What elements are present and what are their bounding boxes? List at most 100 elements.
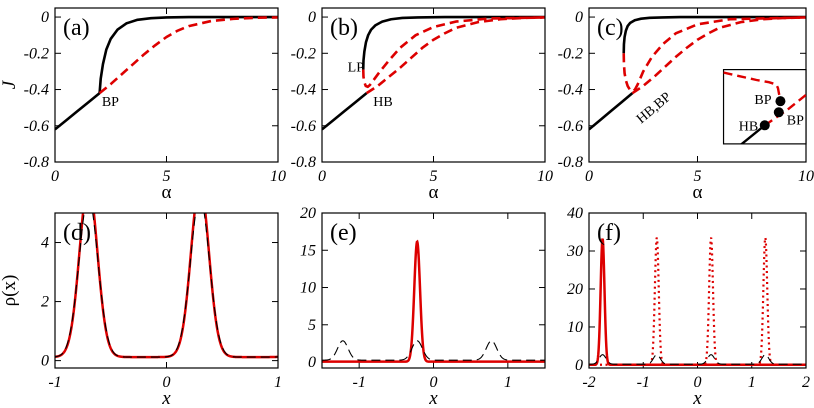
- profile-line-1: [589, 238, 806, 367]
- y-tick-label: -0.4: [558, 82, 583, 99]
- y-tick-label: -0.8: [291, 154, 316, 171]
- inset-plot: [723, 71, 806, 144]
- x-tick-label: 5: [163, 168, 171, 185]
- y-tick-label: 15: [300, 242, 316, 259]
- y-tick-label: 30: [566, 243, 583, 260]
- y-tick-label: 0: [308, 9, 316, 26]
- x-axis-label: α: [429, 182, 439, 203]
- series-line-3: [622, 16, 806, 93]
- inset-point-label: HB: [739, 119, 758, 134]
- y-tick-label: 4: [41, 235, 49, 252]
- y-tick-label: 0: [41, 9, 49, 26]
- series-line-2: [361, 15, 545, 70]
- y-tick-label: 0: [41, 353, 49, 370]
- y-tick-label: 40: [567, 205, 583, 222]
- inset-red-upper: [723, 71, 782, 102]
- plot-area: [589, 237, 806, 367]
- chart-panel-4: -1 0 1 0 2 4 (d) x ρ(x): [0, 212, 282, 408]
- plot-area: [322, 239, 545, 363]
- annotation-label: HB: [373, 95, 392, 110]
- series-line-3: [361, 16, 545, 89]
- y-tick-label: 20: [300, 205, 316, 222]
- inset-point: [775, 96, 786, 107]
- x-tick-label: -2: [582, 374, 595, 391]
- series-line-1: [55, 92, 101, 131]
- x-axis-label: α: [162, 182, 172, 203]
- x-tick-label: 0: [585, 168, 593, 185]
- y-tick-label: 0: [308, 354, 316, 371]
- inset-point-label: BP: [787, 113, 804, 128]
- y-tick-label: -0.2: [558, 45, 583, 62]
- y-tick-label: -0.4: [24, 82, 49, 99]
- profile-line-1: [322, 239, 545, 363]
- x-axis-label: α: [693, 182, 703, 203]
- y-tick-label: -0.6: [558, 118, 583, 135]
- profile-line-2: [589, 237, 806, 366]
- annotation-label: LP: [348, 60, 365, 75]
- inset: HB BP BP: [722, 68, 807, 145]
- x-tick-label: 10: [798, 168, 814, 185]
- y-tick-label: 5: [308, 317, 316, 334]
- y-tick-label: -0.2: [291, 45, 316, 62]
- x-tick-label: 0: [694, 374, 702, 391]
- panel-label: (f): [597, 220, 621, 246]
- y-tick-label: 2: [41, 294, 49, 311]
- series-line-4: [365, 16, 545, 95]
- series-line-1: [589, 92, 634, 131]
- y-tick-label: 10: [300, 280, 316, 297]
- series-line-4: [631, 16, 806, 95]
- profile-line-1: [55, 213, 278, 359]
- x-tick-label: 0: [430, 374, 438, 391]
- profile-line-3: [589, 354, 806, 365]
- inset-point: [759, 120, 770, 131]
- y-axis-label: J: [0, 79, 20, 89]
- x-tick-label: 10: [270, 168, 286, 185]
- x-tick-label: -1: [637, 374, 650, 391]
- panel-label: (c): [597, 15, 624, 41]
- plot-frame: [588, 212, 807, 369]
- profile-line-2: [55, 213, 278, 358]
- series-line-1: [322, 92, 368, 131]
- series-line-2: [622, 15, 806, 54]
- plot-area: [322, 15, 545, 131]
- x-tick-label: 0: [163, 374, 171, 391]
- chart-panel-1: 0 5 10 0 -0.2 -0.4 -0.6 -0.8 BP (a) α J: [0, 7, 286, 203]
- y-axis-label: ρ(x): [0, 275, 20, 307]
- x-axis-label: x: [428, 388, 438, 408]
- x-tick-label: 10: [537, 168, 553, 185]
- inset-black-line: [739, 124, 766, 144]
- x-tick-label: 1: [504, 374, 512, 391]
- x-axis-label: x: [161, 388, 171, 408]
- inset-point-label: BP: [754, 93, 771, 108]
- plot-area: [589, 15, 806, 131]
- panel-label: (d): [63, 220, 91, 246]
- plot-frame: [321, 7, 546, 163]
- plot-frame: [321, 212, 546, 369]
- x-tick-label: 5: [694, 168, 702, 185]
- y-tick-label: 20: [567, 281, 583, 298]
- plot-frame: [54, 7, 279, 163]
- inset-red-lower: [764, 93, 806, 127]
- profile-line-2: [322, 340, 545, 361]
- series-line-3: [98, 16, 278, 95]
- annotation-label: BP: [102, 95, 119, 110]
- y-tick-label: -0.4: [291, 82, 316, 99]
- y-tick-label: -0.6: [24, 118, 49, 135]
- inset-point: [773, 107, 784, 118]
- x-tick-label: 2: [802, 374, 810, 391]
- y-tick-label: -0.8: [558, 154, 583, 171]
- y-tick-label: -0.8: [24, 154, 49, 171]
- x-tick-label: -1: [353, 374, 366, 391]
- x-tick-label: 0: [318, 168, 326, 185]
- y-tick-label: 10: [567, 319, 583, 336]
- panel-label: (b): [330, 15, 358, 41]
- x-tick-label: 0: [51, 168, 59, 185]
- plot-frame: [54, 212, 279, 369]
- series-line-2: [98, 15, 278, 94]
- plot-area: [55, 15, 278, 131]
- plot-area: [55, 213, 278, 359]
- chart-panel-2: 0 5 10 0 -0.2 -0.4 -0.6 -0.8 LP HB (b) α: [291, 7, 553, 203]
